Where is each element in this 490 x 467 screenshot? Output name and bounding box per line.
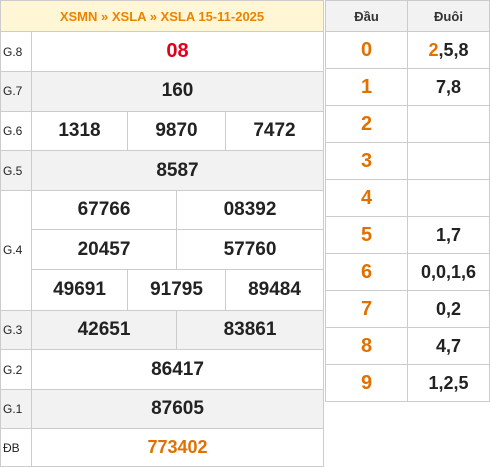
prize-special-value: 773402: [31, 428, 324, 467]
breadcrumb-xsmn-link[interactable]: XSMN: [59, 8, 98, 24]
prize-label-g7: G.7: [0, 71, 32, 112]
head-digit: 7: [325, 290, 408, 328]
prize-g4-value: 91795: [127, 269, 226, 311]
head-digit: 0: [325, 31, 408, 69]
breadcrumb-xsla-link[interactable]: XSLA: [111, 8, 147, 24]
tail-digits: 0,2: [407, 290, 490, 328]
head-digit: 5: [325, 216, 408, 254]
prize-g6-value: 7472: [225, 110, 324, 152]
prize-label-g1: G.1: [0, 388, 32, 430]
head-digit: 8: [325, 327, 408, 365]
tail-digits: [407, 179, 490, 217]
prize-label-special: ĐB: [0, 428, 32, 467]
breadcrumb-separator: »: [146, 8, 161, 24]
prize-g2-value: 86417: [31, 349, 324, 390]
prize-g8-value: 08: [31, 31, 324, 73]
prize-g4-value: 57760: [176, 229, 324, 271]
head-digit: 2: [325, 105, 408, 143]
head-digit: 1: [325, 68, 408, 106]
breadcrumb-separator: »: [97, 8, 112, 24]
prize-g4-value: 49691: [31, 269, 128, 311]
prize-label-g4: G.4: [0, 189, 32, 311]
prize-g5-value: 8587: [31, 150, 324, 191]
tail-digits: 7,8: [407, 68, 490, 106]
head-digit: 4: [325, 179, 408, 217]
head-tail-table: Đầu Đuôi 0 2,5,8 1 7,8 2 3 4 5 1,7 6 0,0…: [325, 0, 490, 402]
breadcrumb-current-date[interactable]: XSLA 15-11-2025: [160, 8, 265, 24]
head-digit: 6: [325, 253, 408, 291]
tail-digits: 1,2,5: [407, 364, 490, 402]
prize-label-g6: G.6: [0, 110, 32, 152]
tail-digits: [407, 105, 490, 143]
head-column-header: Đầu: [325, 0, 408, 32]
results-table: XSMN » XSLA » XSLA 15-11-2025 G.8 08 G.7…: [0, 0, 324, 467]
tail-digit-highlight: 2: [428, 39, 439, 60]
prize-label-g2: G.2: [0, 349, 32, 390]
tail-digit-list: ,5,8: [438, 39, 469, 60]
prize-g1-value: 87605: [31, 388, 324, 430]
prize-g4-value: 89484: [225, 269, 324, 311]
prize-g6-value: 1318: [31, 110, 128, 152]
head-digit: 9: [325, 364, 408, 402]
prize-label-g5: G.5: [0, 150, 32, 191]
tail-digits: 0,0,1,6: [407, 253, 490, 291]
tail-column-header: Đuôi: [407, 0, 490, 32]
prize-g4-value: 08392: [176, 189, 324, 231]
prize-g4-value: 20457: [31, 229, 177, 271]
breadcrumb: XSMN » XSLA » XSLA 15-11-2025: [0, 0, 324, 33]
prize-label-g8: G.8: [0, 31, 32, 73]
prize-label-g3: G.3: [0, 309, 32, 351]
tail-digits: 2,5,8: [407, 31, 490, 69]
tail-digits: 4,7: [407, 327, 490, 365]
tail-digits: [407, 142, 490, 180]
prize-g4-value: 67766: [31, 189, 177, 231]
head-digit: 3: [325, 142, 408, 180]
prize-g3-value: 83861: [176, 309, 324, 351]
tail-digits: 1,7: [407, 216, 490, 254]
prize-g7-value: 160: [31, 71, 324, 112]
prize-g6-value: 9870: [127, 110, 226, 152]
prize-g3-value: 42651: [31, 309, 177, 351]
